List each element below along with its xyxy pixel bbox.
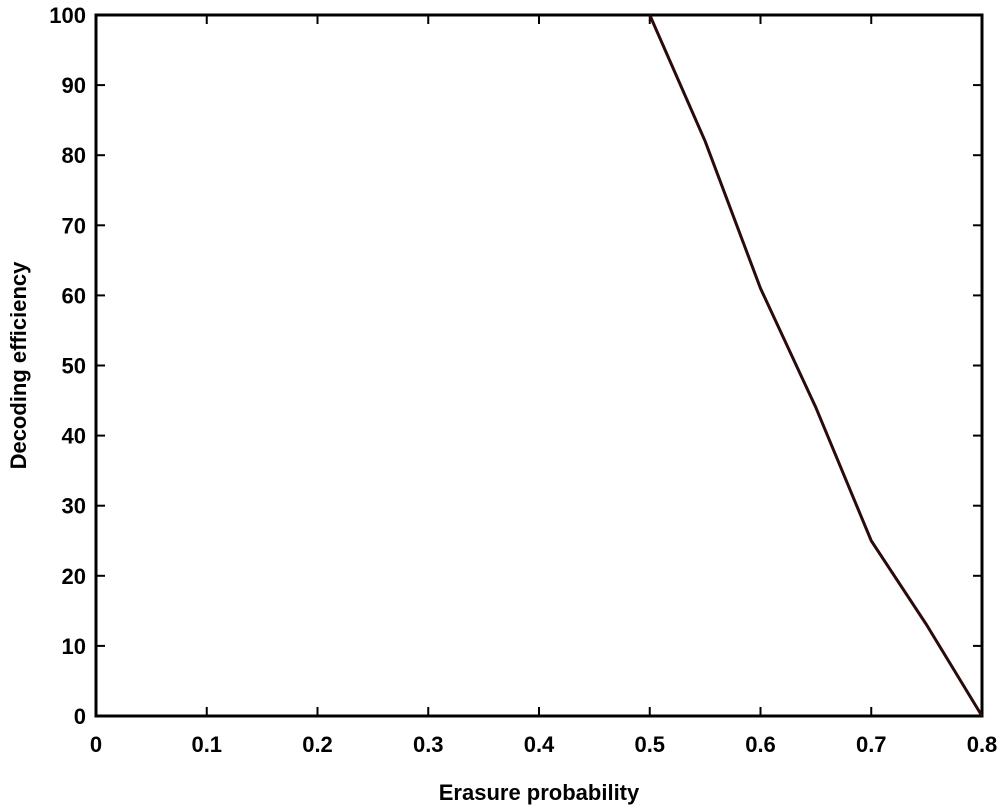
y-tick-label: 90 [62, 73, 86, 98]
x-tick-label: 0.5 [634, 732, 665, 757]
x-tick-label: 0.8 [967, 732, 998, 757]
x-tick-label: 0.1 [191, 732, 222, 757]
x-tick-label: 0 [90, 732, 102, 757]
y-axis-ticks: 0 10 20 30 40 50 60 70 80 90 100 [49, 3, 982, 729]
x-tick-label: 0.2 [302, 732, 333, 757]
y-tick-label: 50 [62, 354, 86, 379]
x-tick-label: 0.6 [745, 732, 776, 757]
y-tick-label: 30 [62, 494, 86, 519]
y-tick-label: 60 [62, 283, 86, 308]
x-axis-label: Erasure probability [439, 780, 640, 805]
x-tick-label: 0.4 [524, 732, 555, 757]
x-axis-ticks: 0 0.1 0.2 0.3 0.4 0.5 0.6 0.7 0.8 [90, 15, 997, 757]
series-group [648, 14, 984, 717]
x-tick-label: 0.3 [413, 732, 444, 757]
y-tick-label: 70 [62, 213, 86, 238]
series-line [648, 14, 984, 717]
y-tick-label: 10 [62, 634, 86, 659]
y-axis-label: Decoding efficiency [6, 261, 31, 470]
plot-area-frame [94, 13, 984, 718]
y-tick-label: 100 [49, 3, 86, 28]
y-tick-label: 20 [62, 564, 86, 589]
y-tick-label: 80 [62, 143, 86, 168]
x-tick-label: 0.7 [856, 732, 887, 757]
y-tick-label: 0 [74, 704, 86, 729]
y-tick-label: 40 [62, 424, 86, 449]
